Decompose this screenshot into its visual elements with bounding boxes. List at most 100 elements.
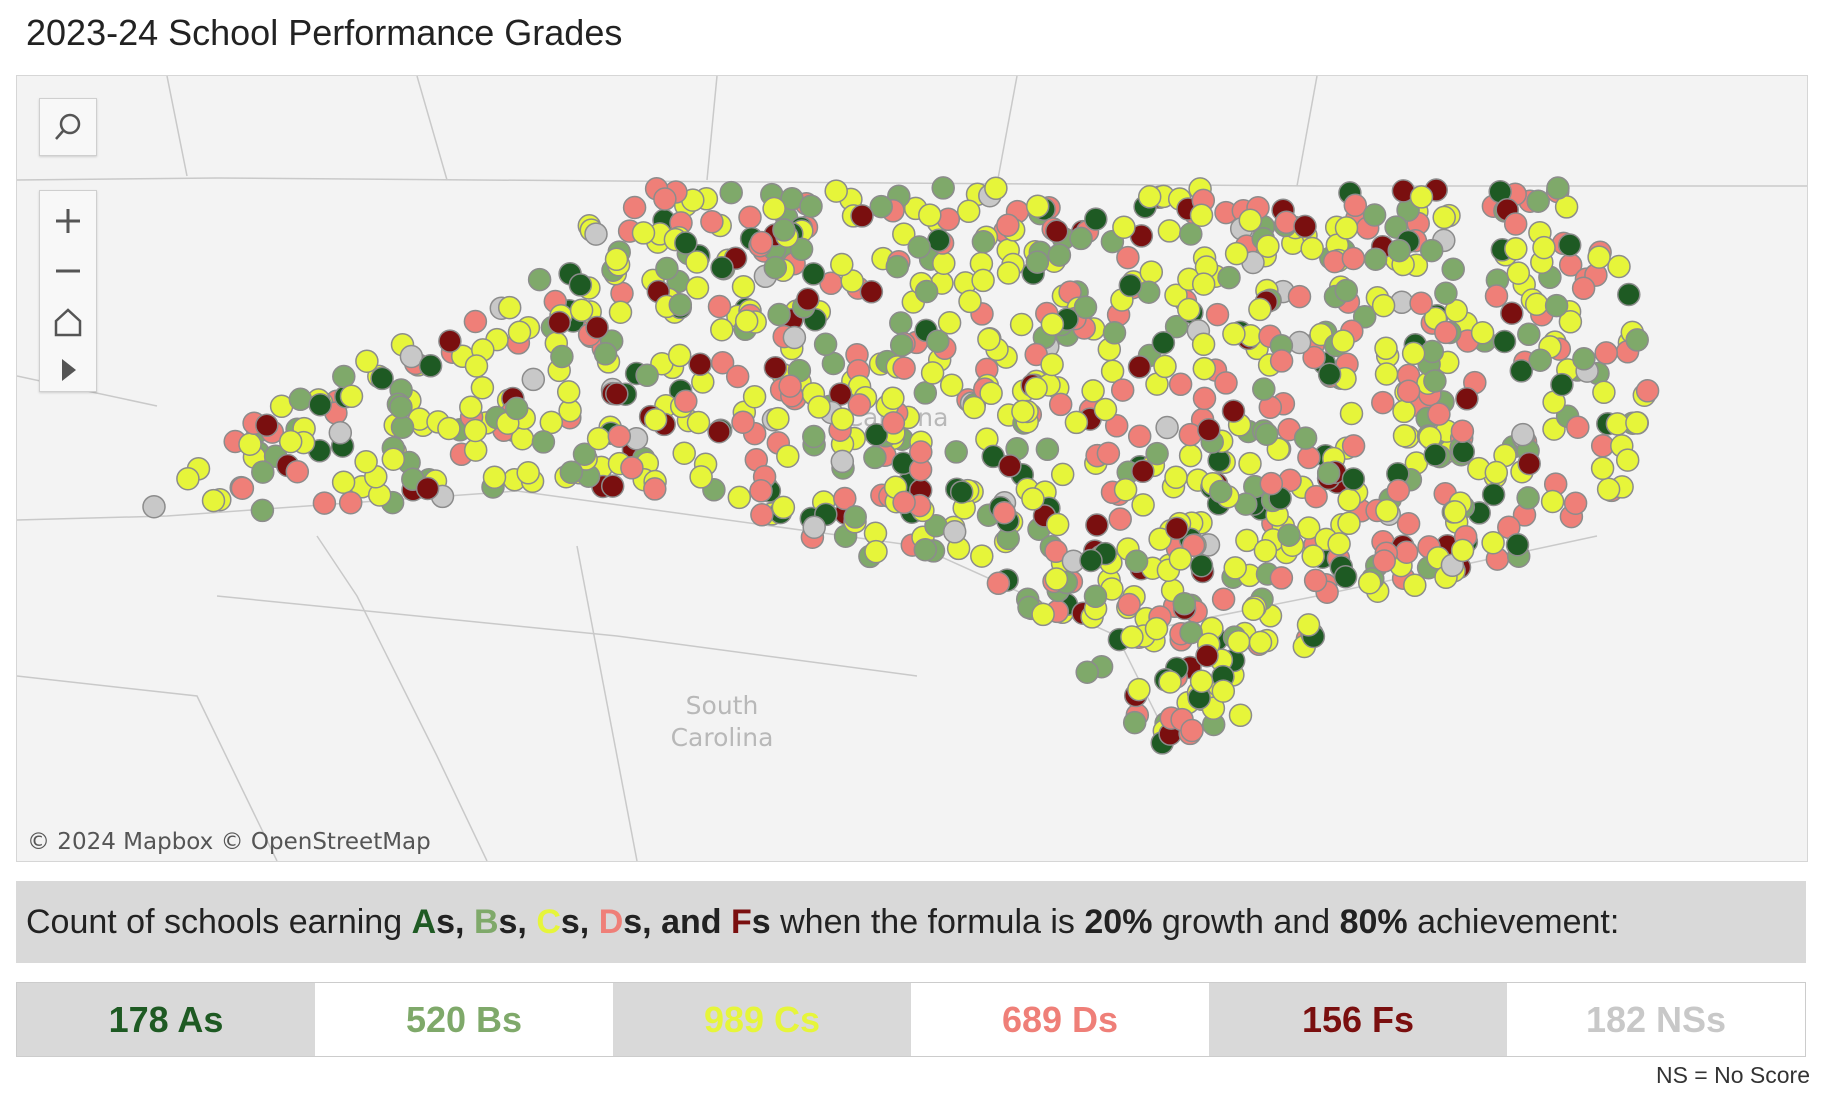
school-dot[interactable]	[939, 373, 964, 397]
school-dot[interactable]	[1151, 331, 1176, 355]
school-dot[interactable]	[914, 279, 939, 304]
school-dot[interactable]	[824, 179, 848, 203]
school-dot[interactable]	[707, 294, 732, 319]
school-dot[interactable]	[749, 479, 773, 503]
school-dot[interactable]	[667, 343, 692, 368]
school-dot[interactable]	[521, 367, 546, 392]
school-dot[interactable]	[1256, 234, 1280, 258]
school-dot[interactable]	[1296, 613, 1321, 637]
school-dot[interactable]	[1403, 573, 1427, 598]
school-dot[interactable]	[1434, 281, 1458, 305]
school-dot[interactable]	[1235, 528, 1259, 553]
school-dot[interactable]	[389, 395, 413, 419]
school-dot[interactable]	[771, 495, 796, 520]
school-dot[interactable]	[892, 222, 916, 246]
school-dot[interactable]	[1297, 445, 1321, 470]
school-dot[interactable]	[653, 187, 677, 211]
school-dot[interactable]	[1127, 424, 1152, 448]
school-dot[interactable]	[731, 410, 755, 434]
school-dot[interactable]	[1079, 548, 1103, 573]
school-dot[interactable]	[1228, 703, 1253, 728]
school-dot[interactable]	[1168, 547, 1193, 571]
school-dot[interactable]	[767, 302, 791, 327]
school-dot[interactable]	[1127, 677, 1151, 702]
school-dot[interactable]	[913, 537, 938, 562]
school-dot[interactable]	[1516, 486, 1540, 510]
school-dot[interactable]	[710, 350, 735, 375]
school-dot[interactable]	[507, 320, 532, 344]
school-dot[interactable]	[1343, 193, 1368, 218]
school-dot[interactable]	[1590, 456, 1615, 481]
school-dot[interactable]	[176, 466, 200, 491]
school-dot[interactable]	[1197, 418, 1221, 442]
school-dot[interactable]	[1191, 332, 1216, 357]
school-dot[interactable]	[1035, 437, 1060, 462]
school-dot[interactable]	[586, 426, 611, 451]
school-dot[interactable]	[1337, 488, 1361, 512]
school-dot[interactable]	[1546, 176, 1570, 200]
school-dot[interactable]	[766, 406, 790, 431]
school-dot[interactable]	[847, 393, 872, 417]
school-dot[interactable]	[1168, 372, 1193, 397]
school-dot[interactable]	[881, 411, 906, 435]
school-dot[interactable]	[1145, 441, 1169, 466]
school-dot[interactable]	[1259, 471, 1284, 496]
school-dot[interactable]	[1157, 219, 1182, 243]
school-dot[interactable]	[1372, 549, 1396, 573]
school-dot[interactable]	[1504, 237, 1528, 261]
school-dot[interactable]	[850, 204, 874, 228]
school-dot[interactable]	[1396, 379, 1421, 404]
school-dot[interactable]	[1222, 322, 1246, 346]
school-dot[interactable]	[459, 395, 483, 419]
school-dot[interactable]	[830, 449, 855, 474]
school-dot[interactable]	[1064, 410, 1089, 435]
school-dot[interactable]	[631, 221, 656, 245]
school-dot[interactable]	[1226, 629, 1251, 654]
school-dot[interactable]	[762, 196, 786, 221]
school-dot[interactable]	[497, 295, 522, 320]
school-dot[interactable]	[1191, 272, 1216, 296]
school-dot[interactable]	[1040, 352, 1064, 377]
school-dot[interactable]	[892, 356, 916, 380]
school-dot[interactable]	[885, 254, 910, 279]
school-dot[interactable]	[1248, 297, 1272, 322]
school-dot[interactable]	[1124, 549, 1149, 574]
school-dot[interactable]	[635, 363, 659, 388]
school-dot[interactable]	[1153, 354, 1177, 379]
school-dot[interactable]	[312, 491, 337, 515]
school-dot[interactable]	[1554, 195, 1579, 219]
school-dot[interactable]	[1339, 401, 1364, 426]
school-dot[interactable]	[1396, 511, 1421, 536]
school-dot[interactable]	[864, 539, 888, 564]
school-dot[interactable]	[869, 194, 893, 219]
school-dot[interactable]	[998, 454, 1022, 478]
school-dot[interactable]	[437, 416, 461, 441]
school-dot[interactable]	[689, 465, 713, 489]
school-dot[interactable]	[1563, 491, 1588, 515]
school-dot[interactable]	[1179, 620, 1203, 645]
school-dot[interactable]	[1205, 302, 1230, 327]
school-dot[interactable]	[685, 276, 710, 300]
school-dot[interactable]	[1532, 235, 1556, 260]
school-dot[interactable]	[918, 203, 942, 227]
school-dot[interactable]	[1047, 243, 1072, 267]
school-dot[interactable]	[1331, 329, 1355, 353]
school-dot[interactable]	[1108, 507, 1132, 531]
school-dot[interactable]	[1334, 278, 1359, 303]
school-dot[interactable]	[600, 474, 625, 498]
school-dot[interactable]	[986, 571, 1011, 596]
school-dot[interactable]	[1304, 484, 1328, 509]
school-dot[interactable]	[674, 231, 698, 255]
school-dot[interactable]	[1277, 523, 1301, 547]
school-dot[interactable]	[932, 251, 956, 275]
school-dot[interactable]	[1592, 380, 1616, 405]
school-dot[interactable]	[1137, 185, 1162, 209]
school-dot[interactable]	[331, 470, 356, 494]
school-dot[interactable]	[605, 382, 629, 406]
school-dot[interactable]	[1374, 336, 1398, 361]
school-dot[interactable]	[738, 205, 762, 230]
school-dot[interactable]	[1605, 412, 1630, 436]
school-dot[interactable]	[1503, 212, 1528, 236]
school-dot[interactable]	[801, 262, 826, 286]
school-dot[interactable]	[643, 477, 667, 501]
